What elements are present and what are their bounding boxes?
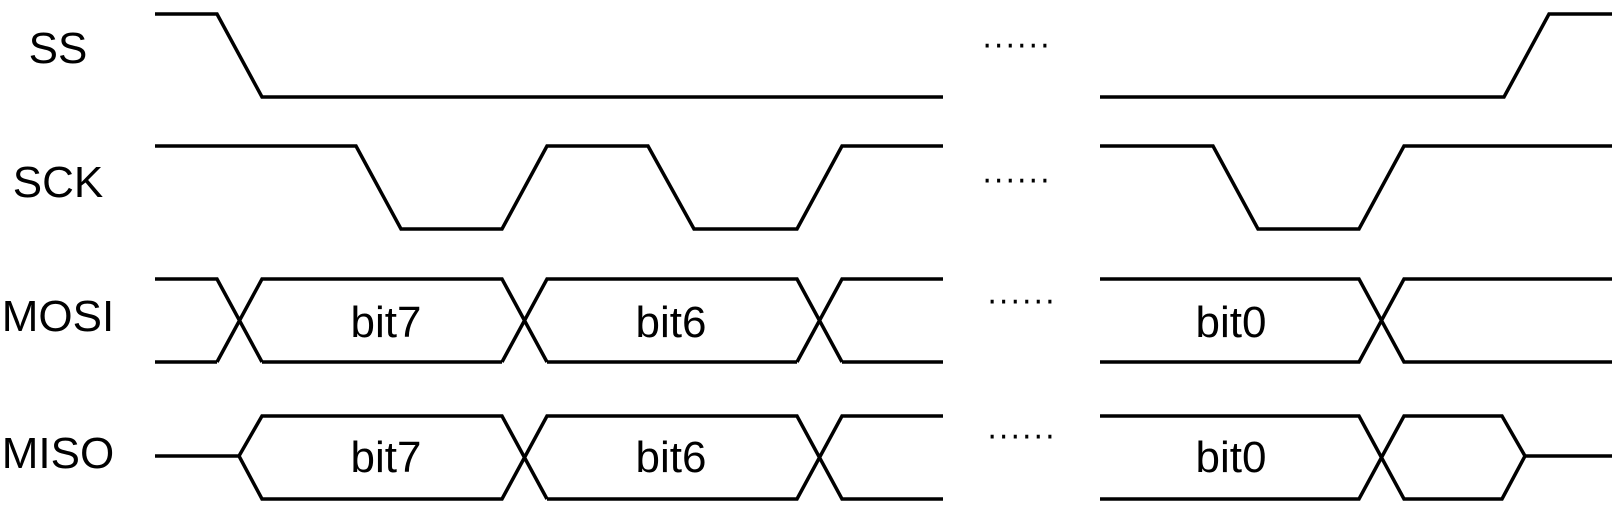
- ss-waveform-right: [1100, 12, 1612, 99]
- sck-signal: SCK ······: [13, 144, 1612, 231]
- mosi-signal: MOSI bit7 bit6 bit0 ······: [2, 277, 1612, 364]
- ss-signal: SS ······: [29, 12, 1612, 99]
- miso-waveform-right-lower: [1100, 414, 1527, 501]
- mosi-waveform-right-lower: [1100, 277, 1612, 364]
- mosi-waveform-right-upper: [1100, 277, 1612, 364]
- sck-waveform-left: [155, 144, 943, 231]
- miso-bit7-label: bit7: [351, 433, 422, 482]
- mosi-ellipsis: ······: [987, 285, 1056, 320]
- miso-bit0-label: bit0: [1196, 433, 1267, 482]
- miso-waveform-lower-mid: [547, 414, 943, 501]
- miso-label: MISO: [2, 429, 114, 478]
- miso-waveform-upper-left: [155, 414, 549, 500]
- sck-label: SCK: [13, 158, 103, 207]
- mosi-waveform-upper-left: [155, 277, 264, 363]
- ss-waveform-left: [155, 12, 943, 99]
- miso-waveform-right-upper: [1100, 414, 1612, 501]
- sck-waveform-right: [1100, 144, 1612, 231]
- miso-ellipsis: ······: [987, 420, 1056, 455]
- miso-signal: MISO bit7 bit6 bit0 ······: [2, 414, 1612, 501]
- miso-waveform-lower-left: [237, 414, 943, 501]
- mosi-bit7-label: bit7: [351, 298, 422, 347]
- mosi-bit0-label: bit0: [1196, 298, 1267, 347]
- ss-ellipsis: ······: [982, 29, 1051, 64]
- ss-label: SS: [29, 24, 88, 73]
- mosi-waveform-upper-end: [795, 277, 943, 363]
- miso-bit6-label: bit6: [636, 433, 707, 482]
- sck-ellipsis: ······: [982, 164, 1051, 199]
- mosi-label: MOSI: [2, 292, 114, 341]
- mosi-bit6-label: bit6: [636, 298, 707, 347]
